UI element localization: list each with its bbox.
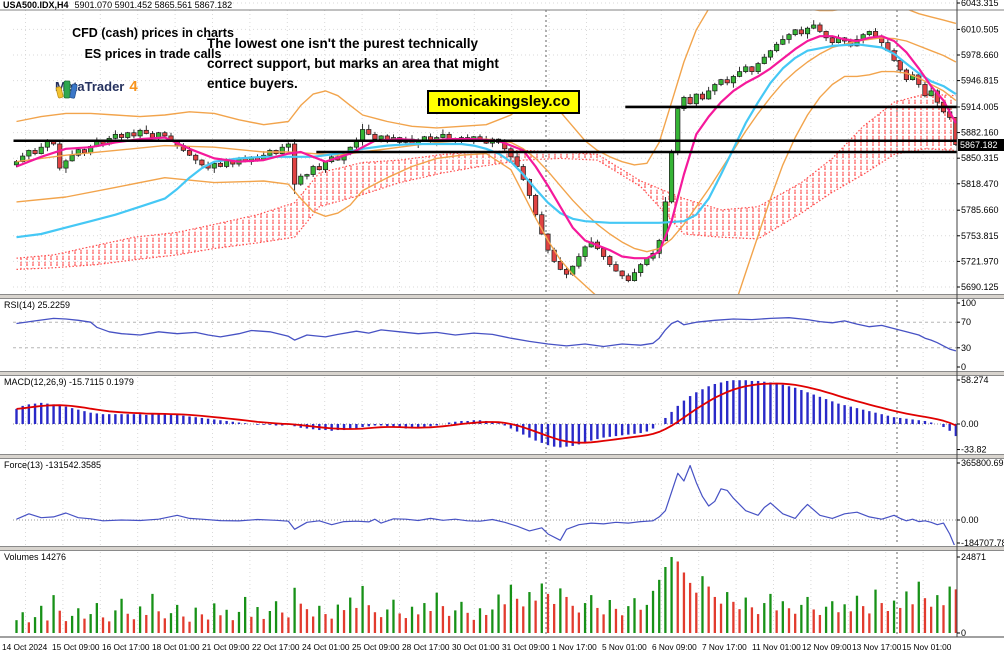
svg-text:-33.82: -33.82 <box>961 445 987 455</box>
svg-text:30: 30 <box>961 343 971 353</box>
force-label: Force(13) -131542.3585 <box>4 460 102 470</box>
svg-text:11 Nov 01:00: 11 Nov 01:00 <box>752 642 801 652</box>
annotation-note: The lowest one isn't the purest technica… <box>207 36 499 91</box>
volumes-label: Volumes 14276 <box>4 552 67 562</box>
site-badge: monicakingsley.co <box>427 90 581 114</box>
svg-text:-184707.78: -184707.78 <box>961 538 1004 548</box>
svg-text:31 Oct 09:00: 31 Oct 09:00 <box>502 642 550 652</box>
svg-text:5978.660: 5978.660 <box>961 50 999 60</box>
svg-text:0: 0 <box>961 628 966 638</box>
annotation-es: ES prices in trade calls <box>84 47 222 61</box>
svg-text:70: 70 <box>961 317 971 327</box>
svg-text:24 Oct 01:00: 24 Oct 01:00 <box>302 642 350 652</box>
rsi-label: RSI(14) 25.2259 <box>4 300 71 310</box>
svg-text:15 Oct 09:00: 15 Oct 09:00 <box>52 642 100 652</box>
svg-text:16 Oct 17:00: 16 Oct 17:00 <box>102 642 150 652</box>
svg-text:5 Nov 01:00: 5 Nov 01:00 <box>602 642 647 652</box>
svg-text:21 Oct 09:00: 21 Oct 09:00 <box>202 642 250 652</box>
svg-text:0.00: 0.00 <box>961 419 979 429</box>
svg-text:24871: 24871 <box>961 552 986 562</box>
svg-text:6010.505: 6010.505 <box>961 24 999 34</box>
symbol-period: USA500.IDX,H4 <box>3 0 69 10</box>
svg-text:6 Nov 09:00: 6 Nov 09:00 <box>652 642 697 652</box>
svg-text:100: 100 <box>961 298 976 308</box>
svg-text:13 Nov 17:00: 13 Nov 17:00 <box>852 642 902 652</box>
svg-text:0.00: 0.00 <box>961 515 979 525</box>
chart-title: USA500.IDX,H4 5901.070 5901.452 5865.561 … <box>3 0 232 10</box>
metatrader-icon <box>55 80 78 99</box>
svg-text:5914.005: 5914.005 <box>961 102 999 112</box>
metatrader-logo: MetaTrader 4 <box>55 78 138 99</box>
svg-text:25 Oct 09:00: 25 Oct 09:00 <box>352 642 400 652</box>
svg-text:365800.693: 365800.693 <box>961 458 1004 468</box>
svg-text:28 Oct 17:00: 28 Oct 17:00 <box>402 642 450 652</box>
svg-text:5721.970: 5721.970 <box>961 256 999 266</box>
svg-text:5753.815: 5753.815 <box>961 231 999 241</box>
macd-label: MACD(12,26,9) -15.7115 0.1979 <box>4 377 134 387</box>
svg-text:5882.160: 5882.160 <box>961 128 999 138</box>
current-price-badge: 5867.182 <box>958 139 1004 151</box>
svg-text:14 Oct 2024: 14 Oct 2024 <box>2 642 48 652</box>
svg-text:22 Oct 17:00: 22 Oct 17:00 <box>252 642 300 652</box>
svg-text:12 Nov 09:00: 12 Nov 09:00 <box>802 642 852 652</box>
svg-text:7 Nov 17:00: 7 Nov 17:00 <box>702 642 747 652</box>
svg-text:0: 0 <box>961 362 966 372</box>
svg-text:58.274: 58.274 <box>961 375 989 385</box>
ohlc-values: 5901.070 5901.452 5865.561 5867.182 <box>74 0 233 10</box>
svg-text:6043.315: 6043.315 <box>961 0 999 8</box>
svg-text:30 Oct 01:00: 30 Oct 01:00 <box>452 642 500 652</box>
svg-text:5785.660: 5785.660 <box>961 205 999 215</box>
metatrader-4: 4 <box>129 78 138 95</box>
svg-text:5818.470: 5818.470 <box>961 179 999 189</box>
svg-text:5946.815: 5946.815 <box>961 76 999 86</box>
annotation-cfd: CFD (cash) prices in charts <box>72 26 234 40</box>
svg-text:5850.315: 5850.315 <box>961 153 999 163</box>
svg-text:5690.125: 5690.125 <box>961 282 999 292</box>
svg-text:15 Nov 01:00: 15 Nov 01:00 <box>902 642 952 652</box>
svg-text:18 Oct 01:00: 18 Oct 01:00 <box>152 642 200 652</box>
svg-text:1 Nov 17:00: 1 Nov 17:00 <box>552 642 597 652</box>
